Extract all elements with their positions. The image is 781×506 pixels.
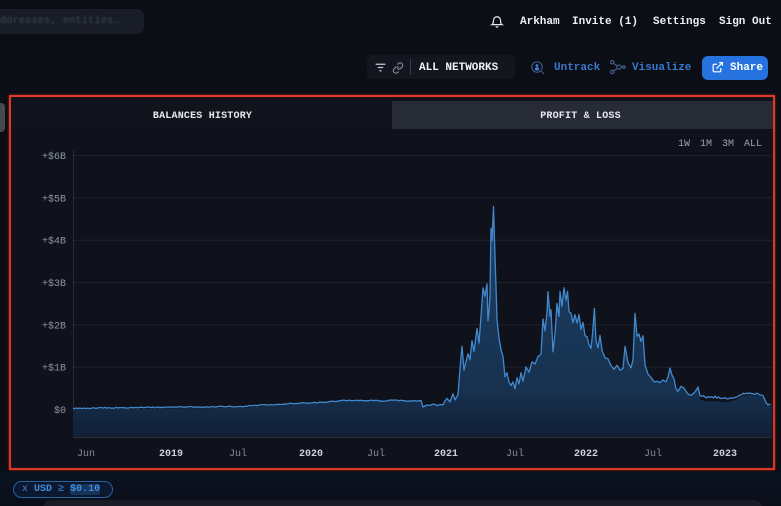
svg-text:Jul: Jul xyxy=(644,448,662,460)
svg-text:2021: 2021 xyxy=(434,449,458,460)
svg-text:Jul: Jul xyxy=(229,448,247,460)
svg-text:+$3B: +$3B xyxy=(42,278,66,290)
svg-text:Jun: Jun xyxy=(77,449,95,460)
svg-text:+$4B: +$4B xyxy=(42,236,66,248)
svg-text:2022: 2022 xyxy=(574,449,598,460)
svg-text:2023: 2023 xyxy=(713,449,737,460)
svg-text:+$2B: +$2B xyxy=(42,320,66,332)
svg-text:Jul: Jul xyxy=(506,448,524,460)
svg-text:$0: $0 xyxy=(54,405,66,417)
svg-text:+$6B: +$6B xyxy=(42,151,66,163)
svg-text:2020: 2020 xyxy=(299,449,323,460)
svg-text:+$1B: +$1B xyxy=(42,363,66,375)
svg-text:Jul: Jul xyxy=(367,448,385,460)
svg-text:+$5B: +$5B xyxy=(42,193,66,205)
svg-text:2019: 2019 xyxy=(159,449,183,460)
